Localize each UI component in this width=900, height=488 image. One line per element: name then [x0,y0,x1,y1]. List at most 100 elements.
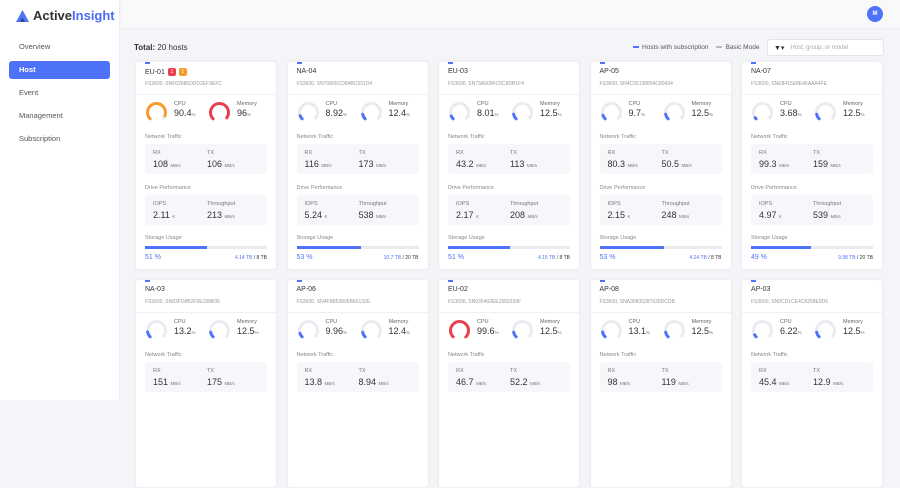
host-name[interactable]: EU-02 [448,286,468,293]
host-card[interactable]: AP-05 FS3600, SN4C05138854C80434 CPU 9.7%… [589,61,732,270]
storage-bar-fill [296,246,362,249]
network-traffic-label: Network Traffic [599,352,637,358]
sidebar-item-host[interactable]: Host [9,61,110,79]
divider [136,94,276,95]
host-name[interactable]: NA-07 [751,68,771,75]
subscription-marker [599,280,605,282]
host-name[interactable]: EU-01 [145,68,165,76]
network-traffic-box: RX 46.7 MB/s TX 52.2 MB/s [448,362,570,392]
cpu-gauge: CPU 8.92% [297,101,347,124]
avatar[interactable]: M [867,6,883,22]
network-traffic-box: RX 98 MB/s TX 119 MB/s [599,362,722,392]
host-serial: FS3600, SN4C05138854C80434 [599,81,673,87]
legend: Hosts with subscription Basic Mode [633,44,759,51]
subscription-marker [599,62,605,64]
divider [287,312,428,313]
network-traffic-box: RX 13.8 MB/s TX 8.94 MB/s [296,362,419,392]
storage-capacity: 4.15 TB / 8 TB [537,255,570,261]
host-card[interactable]: NA-03 FS3600, SN83FD8B2F9E188B36 CPU 13.2… [135,279,277,488]
filter-icon[interactable]: ▼▾ [774,44,785,52]
gauge-fill [360,102,382,123]
storage-percent: 53 % [296,254,313,261]
host-name[interactable]: AP-06 [296,286,316,293]
gauge-fill [209,320,230,341]
alert-badge: 1 [178,68,187,76]
search-input[interactable]: Host, group, or model [790,44,849,51]
host-card[interactable]: AP-06 FS3600, SN4FB853806B66132E CPU 9.96… [286,279,429,488]
host-serial: FS3600, SN73A509FC6C9DB1F4 [448,81,524,87]
sidebar-item-subscription[interactable]: Subscription [19,134,61,143]
gauge-fill [297,320,319,341]
memory-gauge: Memory 12.5% [511,101,562,124]
logo: ActiveInsight [16,8,115,23]
divider [136,312,276,313]
host-name[interactable]: EU-03 [448,68,468,75]
drive-performance-box: IOPS 2.11 K Throughput 213 MB/s [145,195,267,225]
subscription-marker [145,62,150,64]
divider [590,94,731,95]
drive-performance-box: IOPS 4.97 K Throughput 539 MB/s [751,195,873,225]
cpu-gauge: CPU 13.2% [145,319,196,342]
gauge-fill [449,320,470,341]
gauge-fill [360,320,382,341]
gauge-fill [815,102,836,123]
sidebar-nav: Overview Host Event Management Subscription [9,38,110,153]
memory-gauge: Memory 12.5% [663,319,713,342]
network-traffic-box: RX 108 MB/s TX 106 MB/s [145,144,267,174]
network-traffic-box: RX 80.3 MB/s TX 50.5 MB/s [599,144,722,174]
host-card[interactable]: AP-03 FS3600, SN0CD1CE4C8258E9D6 CPU 6.22… [741,279,883,488]
memory-gauge: Memory 12.5% [208,319,259,342]
sidebar-item-management[interactable]: Management [19,111,63,120]
host-name[interactable]: NA-04 [296,68,317,75]
host-serial: FS3600, SN035460EE1583339F [448,299,522,305]
cpu-gauge: CPU 9.7% [600,101,645,124]
network-traffic-label: Network Traffic [599,134,637,140]
host-serial: FS3600, SN0CD1CE4C8258E9D6 [751,299,828,305]
network-traffic-label: Network Traffic [145,134,182,140]
host-serial: FS3600, SNF02686DDD2EF9EFC [145,81,222,87]
search-filter[interactable]: ▼▾ Host, group, or model [767,39,884,56]
cpu-gauge: CPU 90.4% [145,101,196,124]
storage-bar [751,246,873,249]
divider [742,312,882,313]
host-card[interactable]: AP-08 FS3600, SNA30835287630DCDB CPU 13.1… [589,279,732,488]
cpu-gauge: CPU 9.96% [297,319,347,342]
storage-capacity: 4.14 TB / 8 TB [234,255,267,261]
sidebar-item-event[interactable]: Event [19,88,39,97]
gauge-fill [752,102,773,123]
host-name[interactable]: NA-03 [145,286,165,293]
subscription-marker [296,62,302,64]
host-card[interactable]: EU-01 1 1 FS3600, SNF02686DDD2EF9EFC CPU 90… [135,61,277,270]
gauge-fill [146,320,167,341]
host-card[interactable]: EU-03 FS3600, SN73A509FC6C9DB1F4 CPU 8.01… [438,61,580,270]
host-serial: FS3600, SN83FD8B2F9E188B36 [145,299,220,305]
divider [439,94,579,95]
header: M [121,0,900,29]
storage-usage-label: Storage Usage [296,235,334,241]
host-card[interactable]: NA-07 FS3600, SNE8415E8E46AAA4FE CPU 3.68… [741,61,883,270]
cpu-gauge: CPU 3.68% [751,101,802,124]
gauge-fill [209,102,230,123]
network-traffic-label: Network Traffic [145,352,182,358]
host-card[interactable]: EU-02 FS3600, SN035460EE1583339F CPU 99.6… [438,279,580,488]
host-card[interactable]: NA-04 FS3600, SN70805CD84BC531D4 CPU 8.92… [286,61,429,270]
subscription-marker [751,62,756,64]
sidebar-item-overview[interactable]: Overview [19,42,51,51]
storage-bar [448,246,570,249]
divider [439,312,579,313]
storage-bar-fill [145,246,208,249]
drive-performance-label: Drive Performance [296,185,343,191]
network-traffic-label: Network Traffic [448,352,485,358]
host-grid: EU-01 1 1 FS3600, SNF02686DDD2EF9EFC CPU 90… [135,61,895,488]
network-traffic-box: RX 116 MB/s TX 173 MB/s [296,144,419,174]
memory-gauge: Memory 96% [208,101,257,124]
network-traffic-box: RX 151 MB/s TX 175 MB/s [145,362,267,392]
storage-bar [145,246,267,249]
subscription-marker [145,280,150,282]
cpu-gauge: CPU 13.1% [600,319,650,342]
host-name[interactable]: AP-05 [599,68,619,75]
host-serial: FS3600, SN4FB853806B66132E [296,299,371,305]
drive-performance-box: IOPS 2.15 K Throughput 248 MB/s [599,195,722,225]
host-name[interactable]: AP-03 [751,286,771,293]
host-name[interactable]: AP-08 [599,286,619,293]
